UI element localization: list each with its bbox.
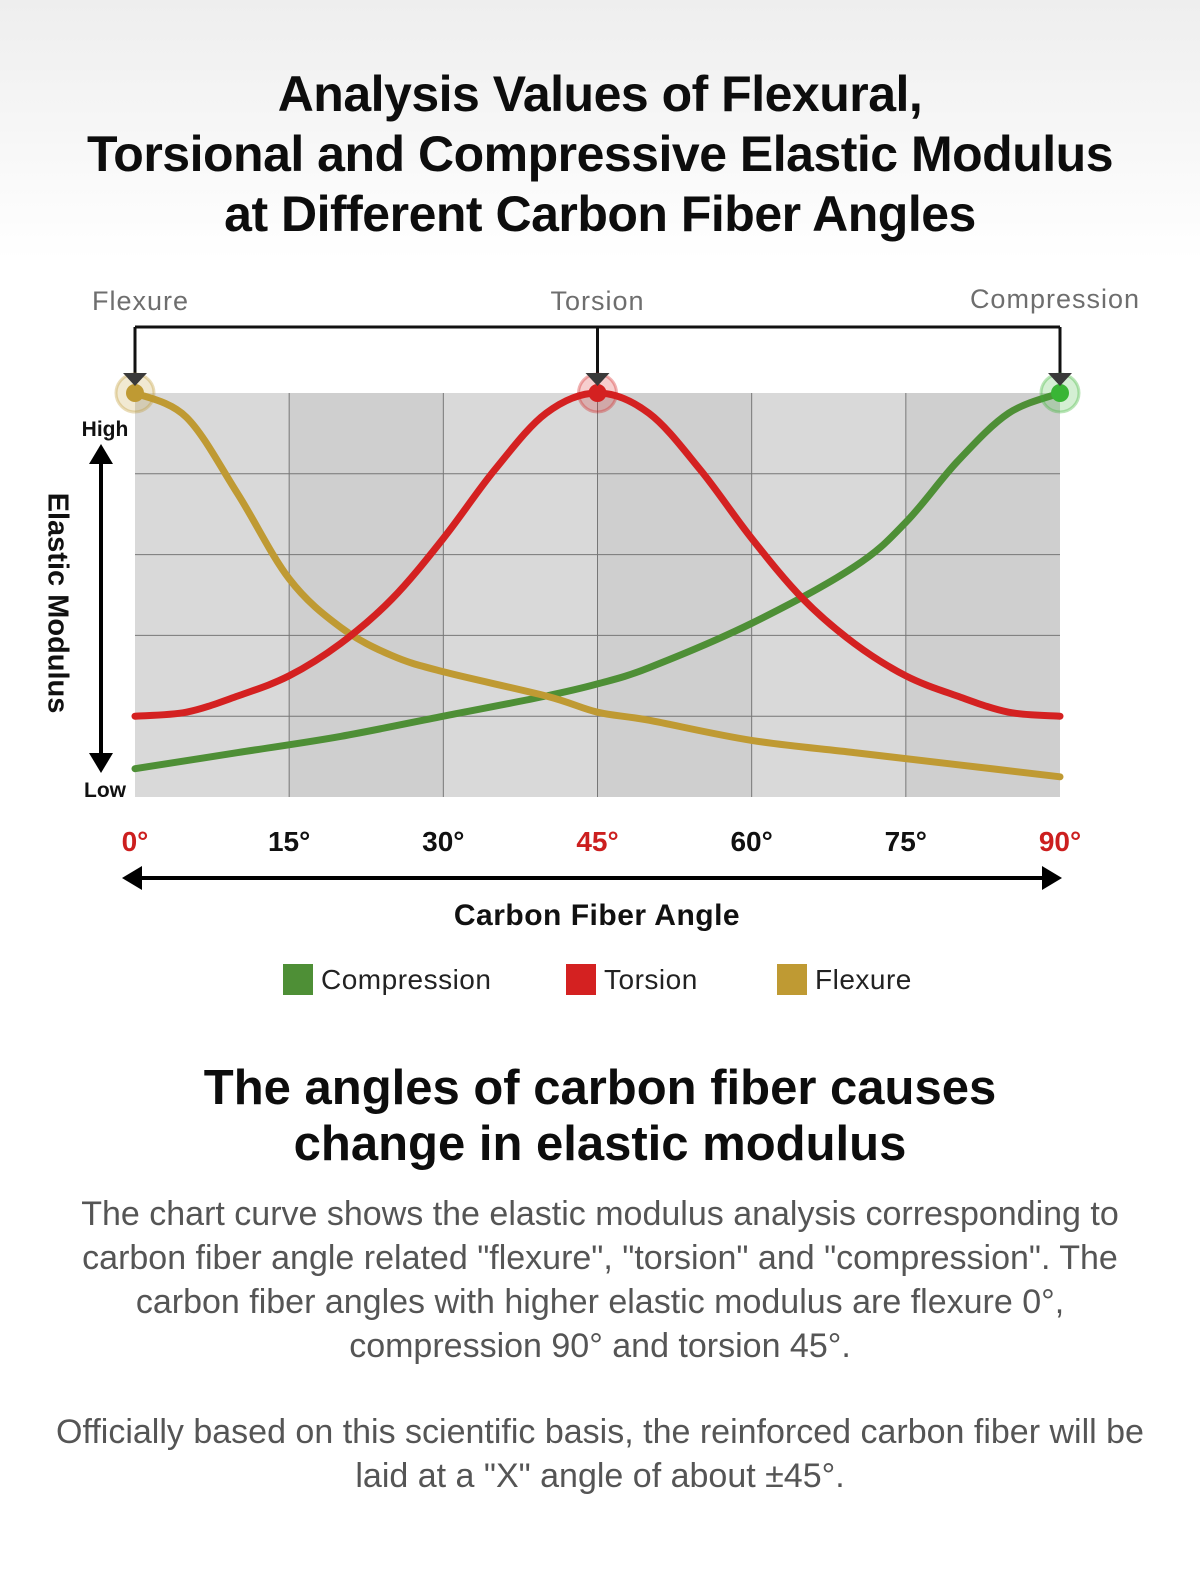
callout-label-torsion: Torsion [550,286,644,316]
subheading-line: The angles of carbon fiber causes [203,1061,997,1115]
x-axis-title: Carbon Fiber Angle [454,899,740,932]
legend-label-flexure: Flexure [815,964,912,995]
legend-swatch-compression [283,964,313,995]
page-title: Analysis Values of Flexural, Torsional a… [0,64,1200,244]
series-line-compression [131,389,1064,773]
callout-label-flexure: Flexure [92,286,189,316]
description-paragraph: The chart curve shows the elastic modulu… [81,1195,1119,1365]
y-axis-high-label: High [82,418,129,441]
series-line-flexure [131,389,1064,781]
x-tick-label: 0° [122,826,149,857]
legend-swatch-torsion [566,964,596,995]
x-tick-label: 45° [576,826,618,857]
x-tick-label: 75° [885,826,927,857]
peak-marker-flexure [126,384,144,402]
x-tick-label: 15° [268,826,310,857]
plot-column-shade [905,393,1060,797]
legend-label-torsion: Torsion [604,964,698,995]
x-axis-arrow-left-icon [122,866,142,890]
plot-column-shade [289,393,444,797]
callout-arrow-icon [585,373,610,386]
y-axis-low-label: Low [84,779,127,802]
x-tick-label: 30° [422,826,464,857]
x-tick-label: 90° [1039,826,1081,857]
subheading-line: change in elastic modulus [293,1117,907,1171]
title-line: Torsional and Compressive Elastic Modulu… [86,126,1114,182]
chart-area: Flexure Torsion Compression High Low Elastic… [0,270,1200,1030]
callout-arrow-icon [1048,373,1072,386]
legend-swatch-flexure [777,964,807,995]
y-axis-title: Elastic Modulus [41,493,73,714]
y-axis-arrow-up-icon [89,444,113,464]
peak-marker-torsion [588,384,607,402]
y-axis-arrow-down-icon [89,753,113,773]
legend-label-compression: Compression [321,964,491,995]
subheading: The angles of carbon fiber causes change… [0,1060,1200,1172]
title-line: Analysis Values of Flexural, [277,66,923,122]
peak-marker-compression [1051,384,1069,402]
elastic-modulus-chart: Flexure Torsion Compression High Low Elastic… [41,284,1140,995]
callout-label-compression: Compression [970,284,1140,314]
title-line: at Different Carbon Fiber Angles [224,186,976,242]
conclusion-paragraph: Officially based on this scientific basi… [56,1413,1144,1495]
callout-arrow-icon [123,373,147,386]
plot-column-shade [597,393,752,797]
x-axis-arrow-right-icon [1042,866,1062,890]
x-tick-label: 60° [730,826,772,857]
